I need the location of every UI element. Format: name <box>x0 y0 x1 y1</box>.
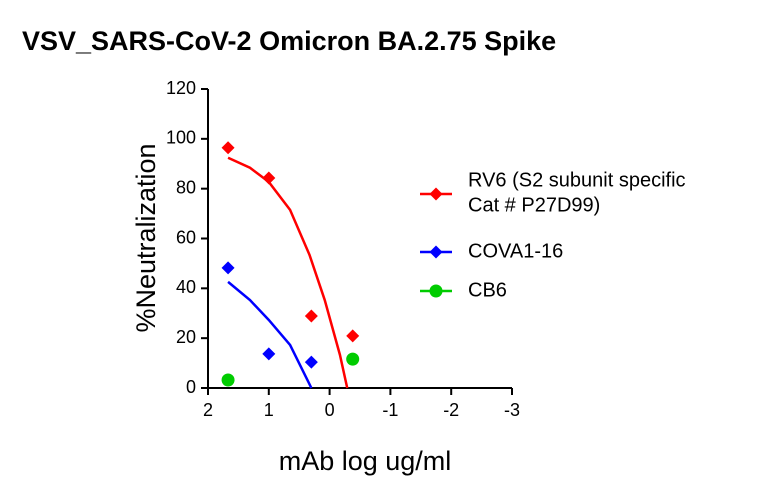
chart-title: VSV_SARS-CoV-2 Omicron BA.2.75 Spike <box>22 26 556 56</box>
y-tick-label: 120 <box>166 78 196 98</box>
x-tick-label: -1 <box>382 400 398 420</box>
legend-label: COVA1-16 <box>468 240 563 262</box>
y-tick-label: 0 <box>186 377 196 397</box>
legend-marker <box>429 187 443 201</box>
data-point <box>346 329 360 343</box>
y-tick-label: 20 <box>176 327 196 347</box>
y-tick-label: 60 <box>176 227 196 247</box>
y-tick-label: 40 <box>176 277 196 297</box>
x-tick-label: 1 <box>264 400 274 420</box>
x-tick-label: 0 <box>325 400 335 420</box>
x-tick-label: 2 <box>203 400 213 420</box>
legend-marker <box>429 284 443 298</box>
x-tick-label: -2 <box>443 400 459 420</box>
x-tick-label: -3 <box>504 400 520 420</box>
legend-label: RV6 (S2 subunit specific Cat # P27D99) <box>468 170 686 217</box>
data-point <box>221 373 235 387</box>
data-point <box>262 347 276 361</box>
data-point <box>221 261 235 275</box>
data-point <box>262 171 276 185</box>
y-tick-label: 80 <box>176 177 196 197</box>
fit-curve <box>227 280 313 389</box>
data-point <box>304 309 318 323</box>
y-tick-label: 100 <box>166 128 196 148</box>
legend-label: CB6 <box>468 279 507 301</box>
x-axis-label: mAb log ug/ml <box>279 446 452 476</box>
data-point <box>346 352 360 366</box>
fit-curve <box>227 156 349 389</box>
y-axis-label: %Neutralization <box>131 143 161 332</box>
legend-marker <box>429 245 443 259</box>
data-point <box>304 355 318 369</box>
data-point <box>221 141 235 155</box>
